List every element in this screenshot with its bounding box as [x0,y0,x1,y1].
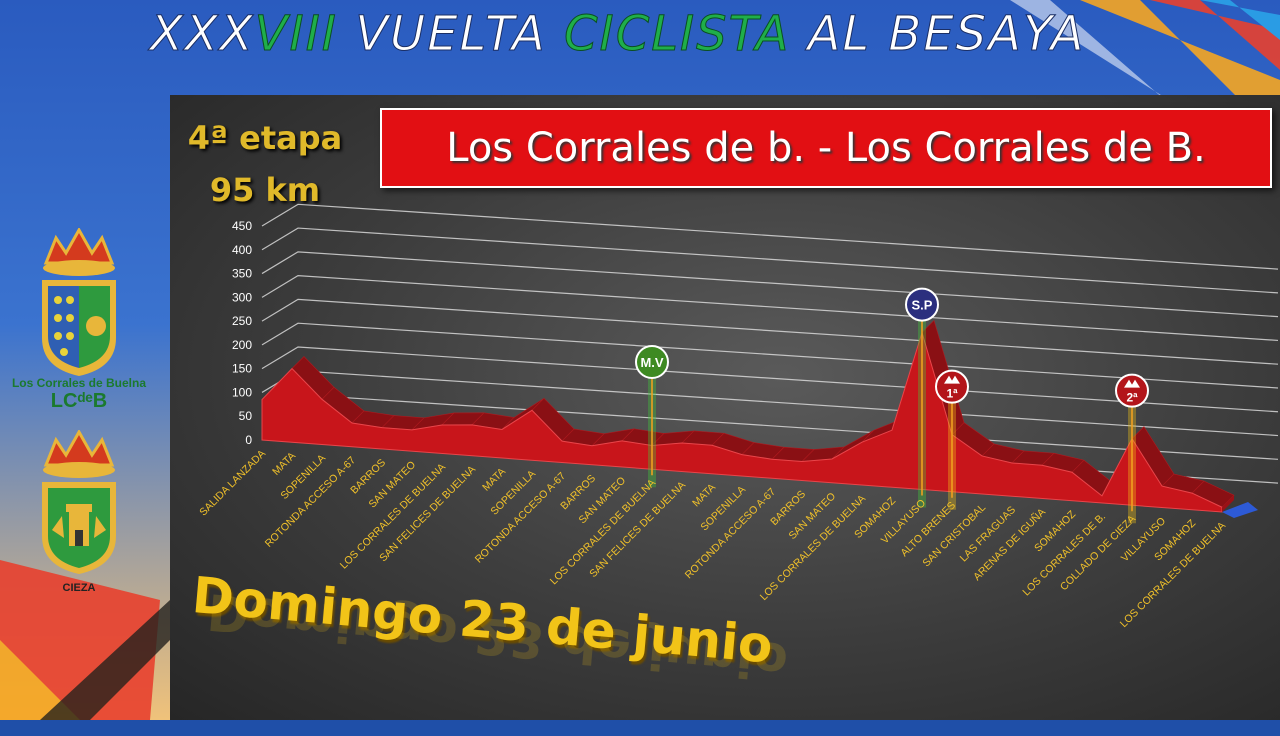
decorative-stripes [0,0,1280,720]
y-tick-label: 0 [245,433,252,447]
cieza-label: CIEZA [62,582,96,594]
x-tick-label: MATA [480,466,508,494]
gridline [261,227,1279,294]
event-title-part: AL BESAYA [790,6,1086,63]
gridline [261,298,1279,365]
y-tick-label: 150 [232,362,252,376]
y-tick-label: 350 [232,267,252,281]
y-tick-label: 100 [232,385,252,399]
event-title-part: XXX [150,6,255,63]
cieza-crest-icon [42,430,116,574]
mountain-icon [1124,379,1140,388]
route-title: Los Corrales de b. - Los Corrales de B. [380,108,1272,188]
los-corrales-monogram: LCᵈᵉB [50,390,108,412]
gridline [261,203,1279,270]
y-tick-label: 300 [232,290,252,304]
event-title-part: VIII [254,6,356,63]
marker-badge [905,287,939,322]
marker-badge [935,369,969,404]
stage-distance: 95 km [209,171,321,209]
y-tick-label: 450 [232,219,252,233]
gridline [261,275,1279,342]
profile-area [261,330,1223,513]
elevation-profile-chart: 0 50 100 150 200 250 300 350 400 450 M.V S.P 1ª 2ª SAL… [197,203,1279,630]
marker-kom: 2ª [1115,373,1149,524]
y-tick-label: 200 [232,338,252,352]
marker-label: 2ª [1126,391,1138,405]
event-title-part: VUELTA [355,6,565,63]
x-tick-label: MATA [690,481,718,509]
gridline [261,322,1279,389]
marker-label: M.V [640,355,663,370]
x-tick-label: SALIDA LANZADA [197,448,268,519]
marker-badge [1115,373,1149,408]
x-tick-label: MATA [270,450,298,478]
marker-kom: 1ª [935,369,969,510]
marker-badge [635,345,669,379]
marker-label: S.P [912,298,933,313]
marker-sp: S.P [905,287,939,508]
stage-number: 4ª etapa [187,119,343,157]
x-tick-label: LAS FRAGUAS [958,504,1018,564]
y-tick-label: 250 [232,314,252,328]
marker-mv: M.V [635,345,669,488]
y-tick-label: 400 [232,243,252,257]
mountain-icon [944,375,960,384]
event-title-part: CICLISTA [564,6,791,63]
los-corrales-crest-icon [42,228,116,376]
gridline [261,251,1279,318]
profile-top-faces [261,319,1235,508]
floor-edge [1222,502,1258,518]
event-title: XXXVIII VUELTA CICLISTA AL BESAYA [150,4,1084,64]
marker-label: 1ª [946,387,958,401]
y-tick-label: 50 [239,409,253,423]
los-corrales-label: Los Corrales de Buelna [11,376,147,390]
profile-end-cap [1222,495,1234,512]
stage-info: 4ª etapa 95 km [180,112,350,216]
